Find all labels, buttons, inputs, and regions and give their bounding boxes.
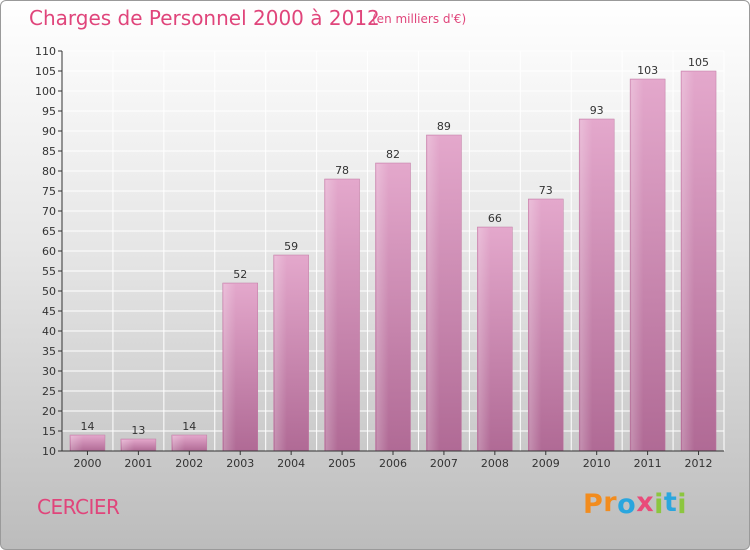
x-tick-label: 2008: [481, 457, 509, 470]
value-label: 78: [335, 164, 349, 177]
y-tick-label: 95: [42, 105, 56, 118]
bar-highlight: [172, 436, 186, 451]
logo-letter: x: [636, 487, 655, 518]
y-tick-label: 35: [42, 345, 56, 358]
bar-highlight: [70, 436, 84, 451]
y-tick-label: 90: [42, 125, 56, 138]
value-label: 73: [539, 184, 553, 197]
y-tick-label: 15: [42, 425, 56, 438]
x-tick-label: 2011: [634, 457, 662, 470]
bar-highlight: [682, 72, 695, 451]
value-label: 103: [637, 64, 658, 77]
y-tick-label: 60: [42, 245, 56, 258]
x-tick-label: 2012: [685, 457, 713, 470]
logo-letter: o: [617, 489, 637, 520]
y-tick-label: 75: [42, 185, 56, 198]
x-tick-label: 2010: [583, 457, 611, 470]
y-tick-label: 70: [42, 205, 56, 218]
value-label: 14: [80, 420, 94, 433]
logo-letter: r: [603, 487, 618, 518]
x-tick-label: 2005: [328, 457, 356, 470]
x-tick-label: 2007: [430, 457, 458, 470]
axes: [58, 50, 724, 455]
bar-highlight: [376, 164, 389, 451]
bar-highlight: [478, 228, 491, 451]
bar-highlight: [325, 180, 338, 451]
bar-highlight: [223, 284, 236, 451]
y-tick-label: 105: [35, 65, 56, 78]
y-tick-label: 65: [42, 225, 56, 238]
y-tick-label: 55: [42, 265, 56, 278]
value-label: 66: [488, 212, 502, 225]
y-tick-label: 25: [42, 385, 56, 398]
y-tick-label: 20: [42, 405, 56, 418]
value-label: 52: [233, 268, 247, 281]
y-tick-label: 80: [42, 165, 56, 178]
proxiti-logo: Proxiti: [583, 487, 688, 520]
bar-highlight: [427, 136, 440, 451]
x-tick-label: 2009: [532, 457, 560, 470]
y-tick-label: 110: [35, 45, 56, 58]
y-tick-label: 30: [42, 365, 56, 378]
logo-letter: P: [583, 489, 604, 520]
x-tick-label: 2001: [124, 457, 152, 470]
value-label: 59: [284, 240, 298, 253]
bar-highlight: [631, 80, 644, 451]
y-tick-label: 10: [42, 445, 56, 458]
logo-letter: i: [677, 489, 688, 520]
value-label: 13: [131, 424, 145, 437]
bars: [69, 70, 717, 452]
value-label: 14: [182, 420, 196, 433]
x-tick-label: 2006: [379, 457, 407, 470]
labels: 10 15 20 25 30 35 40 45 50 55 60 65 70 75 80 85 90 95 100 1…: [35, 45, 713, 470]
bar-highlight: [121, 440, 135, 451]
value-label: 105: [688, 56, 709, 69]
bar-highlight: [529, 200, 542, 451]
value-label: 82: [386, 148, 400, 161]
value-label: 93: [590, 104, 604, 117]
y-tick-label: 45: [42, 305, 56, 318]
x-tick-label: 2000: [73, 457, 101, 470]
bar-highlight: [580, 120, 593, 451]
x-tick-label: 2002: [175, 457, 203, 470]
y-tick-label: 40: [42, 325, 56, 338]
y-tick-label: 100: [35, 85, 56, 98]
unit-note: (en milliers d'€): [372, 12, 467, 26]
bar-highlight: [274, 256, 287, 451]
x-tick-label: 2003: [226, 457, 254, 470]
y-tick-label: 50: [42, 285, 56, 298]
y-tick-label: 85: [42, 145, 56, 158]
value-label: 89: [437, 120, 451, 133]
logo-letter: i: [654, 489, 664, 520]
chart-title: Charges de Personnel 2000 à 2012: [29, 6, 380, 30]
commune-name: CERCIER: [37, 495, 120, 519]
x-tick-label: 2004: [277, 457, 305, 470]
logo-letter: t: [663, 487, 678, 518]
